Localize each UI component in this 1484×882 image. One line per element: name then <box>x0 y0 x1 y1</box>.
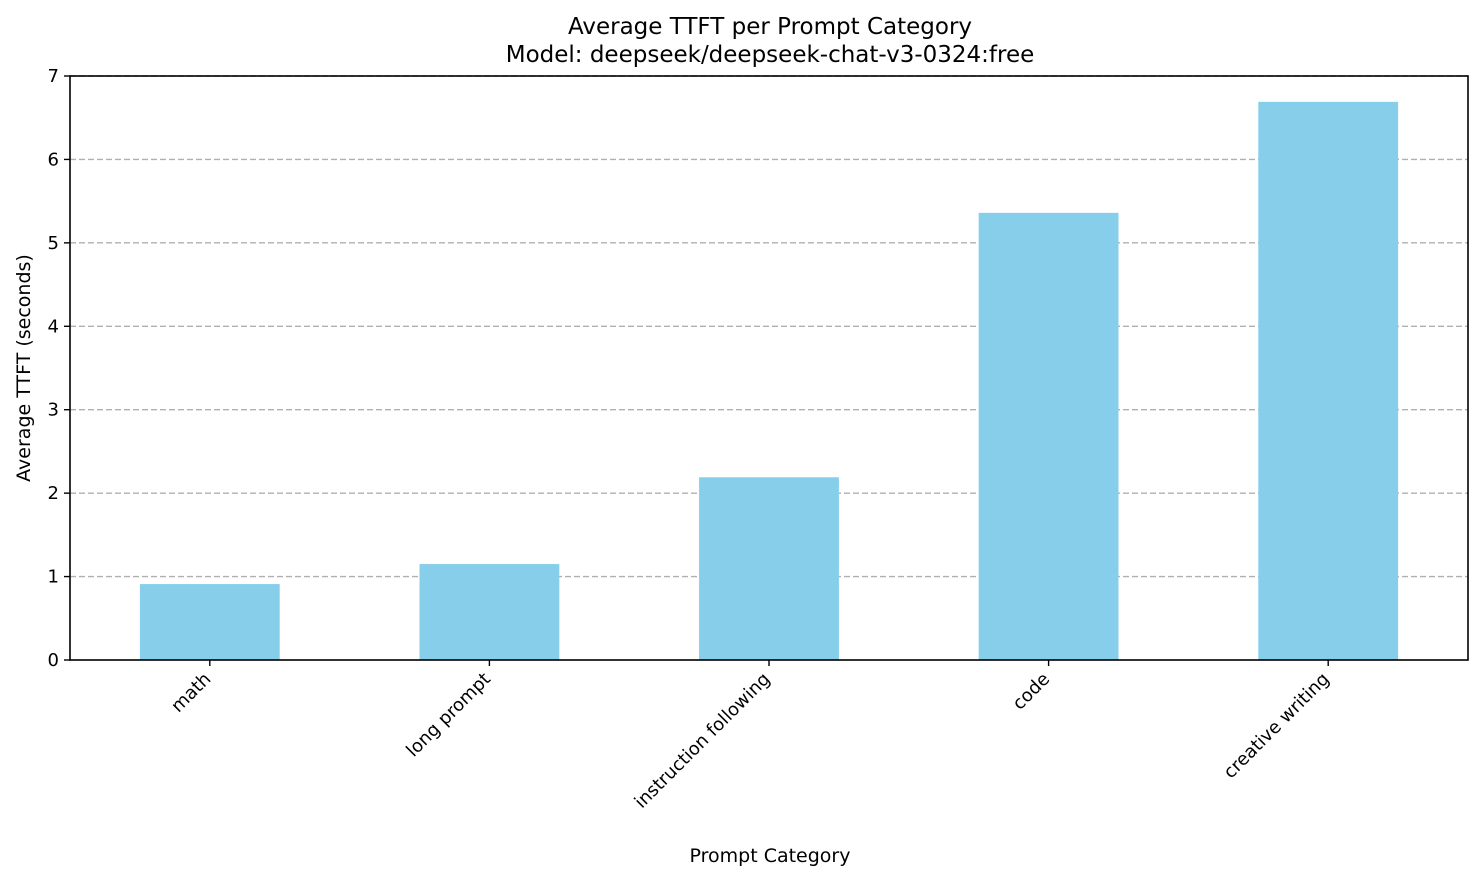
y-tick-label: 3 <box>48 400 59 421</box>
bar-creative-writing <box>1258 101 1399 660</box>
bar-instruction-following <box>699 477 839 660</box>
bars <box>139 101 1399 660</box>
chart-subtitle: Model: deepseek/deepseek-chat-v3-0324:fr… <box>506 42 1035 68</box>
bar-long-prompt <box>419 564 560 660</box>
bar-math <box>139 584 280 660</box>
y-tick-label: 5 <box>48 233 59 254</box>
y-tick-label: 7 <box>48 66 59 87</box>
y-axis-ticks: 0 1 2 3 4 5 6 7 <box>48 66 70 671</box>
x-tick-label: code <box>1009 669 1055 715</box>
y-axis-label: Average TTFT (seconds) <box>13 254 35 482</box>
x-tick-label: math <box>167 669 215 717</box>
y-tick-label: 4 <box>48 316 59 337</box>
x-axis-label: Prompt Category <box>690 845 851 867</box>
y-tick-label: 0 <box>48 650 59 671</box>
chart-title: Average TTFT per Prompt Category <box>568 14 972 40</box>
bar-code <box>978 212 1119 660</box>
x-tick-label: instruction following <box>631 669 775 813</box>
x-tick-label: long prompt <box>402 669 495 762</box>
y-tick-label: 6 <box>48 149 59 170</box>
y-tick-label: 1 <box>48 567 59 588</box>
x-axis-ticks: math long prompt instruction following code… <box>167 660 1334 813</box>
y-tick-label: 2 <box>48 483 59 504</box>
x-tick-label: creative writing <box>1220 669 1334 783</box>
